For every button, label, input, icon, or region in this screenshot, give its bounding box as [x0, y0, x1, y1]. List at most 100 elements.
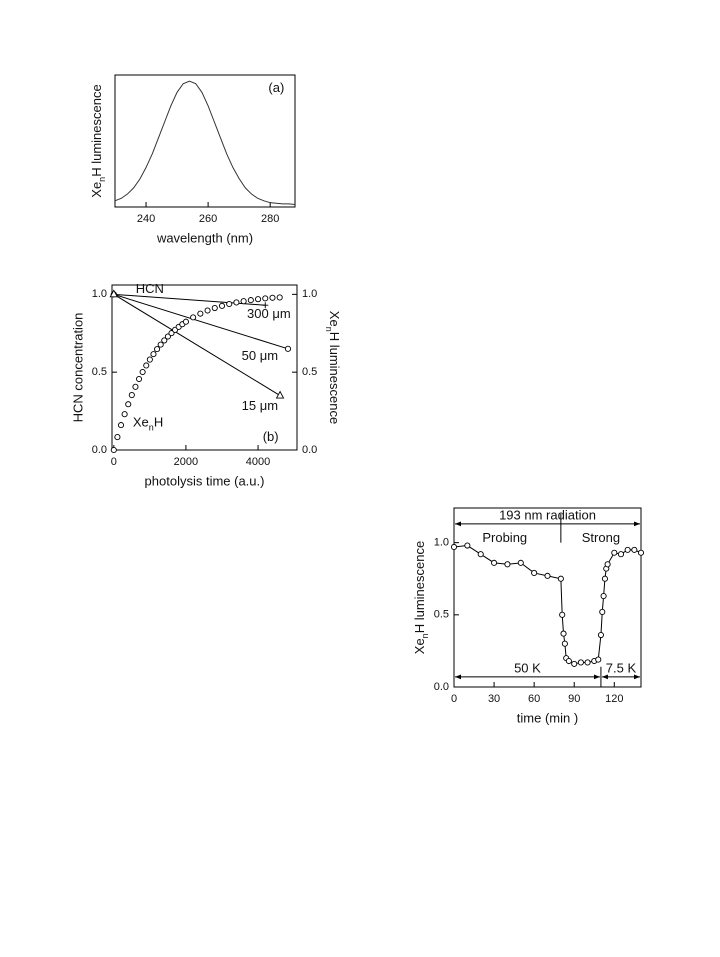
data-point: [132, 383, 139, 390]
annotation: Strong: [582, 530, 620, 545]
x-tick-label: 240: [137, 213, 155, 225]
data-point: [284, 345, 292, 352]
data-point: [599, 608, 606, 615]
data-point: [595, 656, 602, 663]
plot-frame: [453, 507, 642, 688]
data-point: [604, 561, 611, 568]
data-point: [150, 351, 157, 358]
data-point: [276, 294, 283, 301]
data-point: [565, 657, 572, 665]
x-tick-label: 0: [111, 456, 117, 468]
data-point: [561, 640, 568, 647]
data-point: [560, 630, 567, 637]
data-line: [113, 293, 281, 396]
data-point: [240, 298, 247, 305]
x-tick-label: 0: [451, 693, 457, 705]
span-label: 50 K: [514, 660, 541, 675]
data-point: [247, 297, 254, 304]
data-point: [143, 362, 150, 369]
data-point: [255, 296, 262, 303]
text-part: H luminescence: [412, 541, 427, 634]
data-line: [453, 545, 642, 665]
annotation: (a): [268, 80, 284, 95]
data-point: [624, 546, 631, 553]
data-line: [113, 293, 289, 350]
x-axis-label: wavelength (nm): [156, 230, 253, 245]
data-line: [114, 80, 296, 206]
data-point: [197, 310, 204, 317]
data-point: [182, 318, 189, 325]
data-point: [464, 542, 471, 549]
data-point: [275, 390, 285, 399]
data-point: [531, 569, 538, 577]
y2-tick-label: 1.0: [302, 288, 317, 300]
data-point: [125, 401, 132, 408]
data-point: [517, 559, 524, 566]
text-part: n: [149, 423, 154, 433]
data-point: [121, 411, 128, 418]
plot-frame: [111, 284, 298, 451]
data-point: [571, 660, 578, 667]
data-point: [146, 356, 153, 363]
data-point: [135, 375, 143, 383]
y-axis-label: XenH luminescence: [89, 84, 107, 197]
data-point: [597, 631, 604, 639]
x-tick-label: 260: [199, 213, 217, 225]
span-label: 7.5 K: [606, 660, 637, 675]
y-tick-label: 0.5: [92, 366, 107, 378]
y-tick-label: 1.0: [92, 288, 107, 300]
y2-tick-label: 0.0: [302, 444, 317, 456]
data-point: [233, 299, 240, 306]
text-part: Xe: [89, 182, 104, 198]
text-part: n: [420, 633, 430, 638]
annotation: 300 μm: [247, 306, 291, 321]
x-tick-label: 2000: [174, 456, 198, 468]
text-part: n: [97, 177, 107, 182]
data-point: [491, 559, 498, 566]
x-tick-label: 30: [488, 693, 500, 705]
annotation: 50 μm: [242, 348, 278, 363]
data-point: [164, 333, 171, 340]
data-point: [157, 341, 164, 348]
data-point: [109, 289, 119, 298]
data-point: [557, 575, 564, 582]
text-part: H: [154, 415, 163, 430]
annotation: XenH: [133, 415, 163, 433]
data-point: [611, 549, 618, 556]
data-point: [211, 304, 218, 312]
data-point: [110, 446, 117, 454]
data-point: [114, 434, 121, 441]
data-point: [269, 294, 276, 301]
x-axis-label: time (min ): [517, 710, 578, 725]
data-point: [190, 314, 197, 321]
data-point: [218, 302, 226, 309]
annotation: (b): [263, 429, 279, 444]
data-point: [601, 575, 608, 582]
data-point: [477, 551, 484, 558]
y-tick-label: 1.0: [434, 537, 449, 549]
data-point: [154, 346, 161, 353]
data-point: [262, 295, 269, 302]
data-point: [631, 546, 638, 553]
data-point: [117, 422, 125, 429]
data-point: [262, 302, 269, 309]
x-tick-label: 280: [261, 213, 279, 225]
data-point: [450, 543, 458, 551]
span-label: 193 nm radiation: [499, 507, 596, 522]
y-tick-label: 0.5: [434, 609, 449, 621]
data-point: [139, 368, 146, 376]
text-part: Xe: [327, 311, 342, 327]
annotation: Probing: [482, 530, 527, 545]
text-part: H luminescence: [327, 332, 342, 425]
y2-tick-label: 0.5: [302, 366, 317, 378]
data-point: [600, 593, 607, 600]
annotation: HCN: [136, 281, 164, 296]
text-part: H luminescence: [89, 84, 104, 177]
data-point: [504, 561, 511, 568]
data-point: [226, 300, 233, 308]
plot-frame: [114, 74, 296, 208]
y2-axis-label: XenH luminescence: [324, 311, 342, 424]
data-line: [113, 293, 266, 306]
text-part: n: [324, 327, 334, 332]
